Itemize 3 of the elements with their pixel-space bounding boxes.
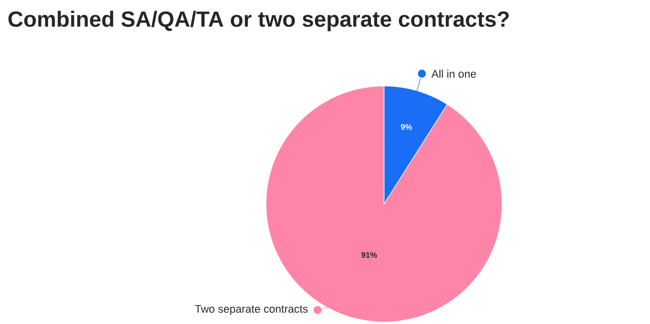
chart-title: Combined SA/QA/TA or two separate contracts? xyxy=(8,10,509,32)
slice-label: Two separate contracts xyxy=(195,305,308,315)
legend-label: All in one xyxy=(431,70,476,78)
